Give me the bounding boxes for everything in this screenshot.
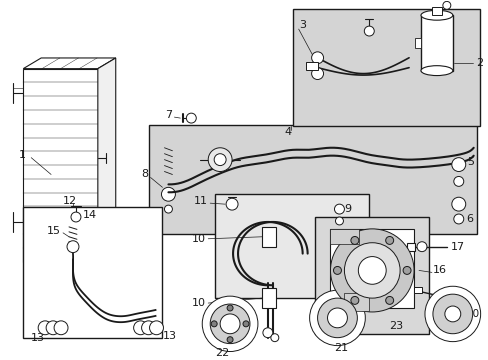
Polygon shape	[23, 58, 116, 69]
Circle shape	[220, 314, 240, 334]
Circle shape	[210, 304, 249, 343]
Circle shape	[71, 212, 81, 222]
Circle shape	[263, 328, 272, 338]
Text: 20: 20	[466, 309, 479, 319]
Bar	[329, 229, 359, 244]
Circle shape	[442, 304, 450, 312]
Circle shape	[133, 321, 147, 335]
Circle shape	[311, 52, 323, 64]
Bar	[305, 62, 317, 69]
Circle shape	[226, 337, 233, 343]
Circle shape	[358, 257, 386, 284]
Ellipse shape	[420, 10, 452, 20]
Polygon shape	[98, 58, 116, 261]
Text: 6: 6	[466, 214, 473, 224]
Circle shape	[54, 321, 68, 335]
Circle shape	[385, 296, 393, 304]
Circle shape	[46, 321, 60, 335]
Text: 13: 13	[162, 331, 176, 341]
Text: 21: 21	[334, 343, 348, 352]
Circle shape	[317, 298, 357, 338]
Text: 10: 10	[192, 298, 206, 308]
Text: 8: 8	[141, 170, 148, 180]
Circle shape	[350, 237, 358, 244]
Text: 19: 19	[456, 303, 470, 313]
Circle shape	[214, 154, 225, 166]
Bar	[148, 125, 476, 234]
Bar	[292, 9, 479, 126]
Text: 4: 4	[284, 127, 291, 137]
Circle shape	[38, 321, 52, 335]
Circle shape	[453, 176, 463, 186]
Circle shape	[432, 294, 472, 334]
Text: 14: 14	[83, 210, 97, 220]
Circle shape	[208, 148, 232, 171]
Bar	[420, 15, 452, 71]
Bar	[23, 69, 98, 261]
Circle shape	[149, 321, 163, 335]
Bar	[314, 217, 428, 334]
Bar	[414, 38, 420, 48]
Text: 12: 12	[63, 196, 77, 206]
Circle shape	[364, 26, 373, 36]
Circle shape	[186, 113, 196, 123]
Text: 17: 17	[450, 242, 464, 252]
Circle shape	[226, 305, 233, 311]
Circle shape	[164, 205, 172, 213]
Bar	[413, 287, 421, 293]
Bar	[329, 229, 413, 308]
Text: 7: 7	[165, 110, 172, 120]
Text: 3: 3	[299, 20, 306, 30]
Bar	[23, 207, 162, 338]
Circle shape	[309, 290, 365, 346]
Circle shape	[202, 296, 257, 351]
Circle shape	[225, 198, 238, 210]
Circle shape	[451, 158, 465, 171]
Circle shape	[453, 214, 463, 224]
Circle shape	[311, 68, 323, 80]
Circle shape	[270, 334, 278, 342]
Circle shape	[344, 243, 399, 298]
Text: 16: 16	[432, 265, 446, 275]
Text: 18: 18	[450, 291, 464, 301]
Text: 10: 10	[192, 234, 206, 244]
Circle shape	[444, 306, 460, 322]
Ellipse shape	[420, 66, 452, 76]
Circle shape	[330, 229, 413, 312]
Circle shape	[142, 321, 155, 335]
Circle shape	[243, 321, 248, 327]
Bar	[262, 288, 275, 308]
Bar	[406, 243, 414, 251]
Circle shape	[67, 241, 79, 253]
Text: 5: 5	[466, 157, 473, 167]
Text: 15: 15	[47, 226, 61, 236]
Circle shape	[334, 204, 344, 214]
Bar	[431, 7, 441, 15]
Text: 13: 13	[31, 333, 45, 343]
Bar	[344, 293, 368, 311]
Circle shape	[333, 266, 341, 274]
Circle shape	[442, 1, 450, 9]
Text: 1: 1	[19, 150, 26, 160]
Circle shape	[416, 242, 426, 252]
Text: 23: 23	[388, 321, 403, 331]
Circle shape	[402, 266, 410, 274]
Circle shape	[327, 308, 346, 328]
Text: 22: 22	[215, 347, 229, 357]
Text: 2: 2	[475, 58, 482, 68]
Circle shape	[335, 217, 343, 225]
Circle shape	[424, 286, 480, 342]
Circle shape	[350, 296, 358, 304]
Circle shape	[385, 237, 393, 244]
Bar	[215, 194, 368, 298]
Text: 11: 11	[194, 196, 208, 206]
Text: 9: 9	[344, 204, 351, 214]
Circle shape	[211, 321, 217, 327]
Circle shape	[451, 197, 465, 211]
Circle shape	[161, 187, 175, 201]
Bar	[262, 227, 275, 247]
Circle shape	[438, 300, 454, 316]
